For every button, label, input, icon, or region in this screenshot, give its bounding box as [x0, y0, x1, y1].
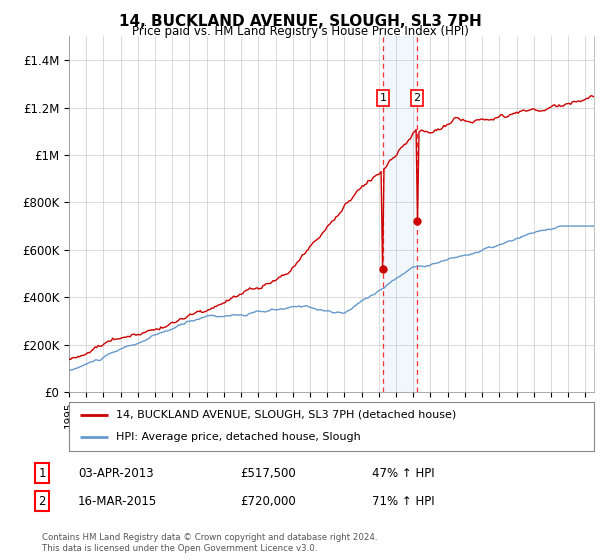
Bar: [383, 36, 417, 392]
Text: 2: 2: [38, 494, 46, 508]
Text: Price paid vs. HM Land Registry's House Price Index (HPI): Price paid vs. HM Land Registry's House …: [131, 25, 469, 38]
Text: 14, BUCKLAND AVENUE, SLOUGH, SL3 7PH: 14, BUCKLAND AVENUE, SLOUGH, SL3 7PH: [119, 14, 481, 29]
Text: 1: 1: [38, 466, 46, 480]
Text: 03-APR-2013: 03-APR-2013: [78, 466, 154, 480]
Text: 71% ↑ HPI: 71% ↑ HPI: [372, 494, 434, 508]
Text: 47% ↑ HPI: 47% ↑ HPI: [372, 466, 434, 480]
Text: Contains HM Land Registry data © Crown copyright and database right 2024.
This d: Contains HM Land Registry data © Crown c…: [42, 533, 377, 553]
Text: £517,500: £517,500: [240, 466, 296, 480]
Text: 2: 2: [413, 93, 421, 103]
Text: £720,000: £720,000: [240, 494, 296, 508]
Text: 14, BUCKLAND AVENUE, SLOUGH, SL3 7PH (detached house): 14, BUCKLAND AVENUE, SLOUGH, SL3 7PH (de…: [116, 410, 457, 420]
Text: 1: 1: [380, 93, 386, 103]
Text: 16-MAR-2015: 16-MAR-2015: [78, 494, 157, 508]
Text: HPI: Average price, detached house, Slough: HPI: Average price, detached house, Slou…: [116, 432, 361, 442]
